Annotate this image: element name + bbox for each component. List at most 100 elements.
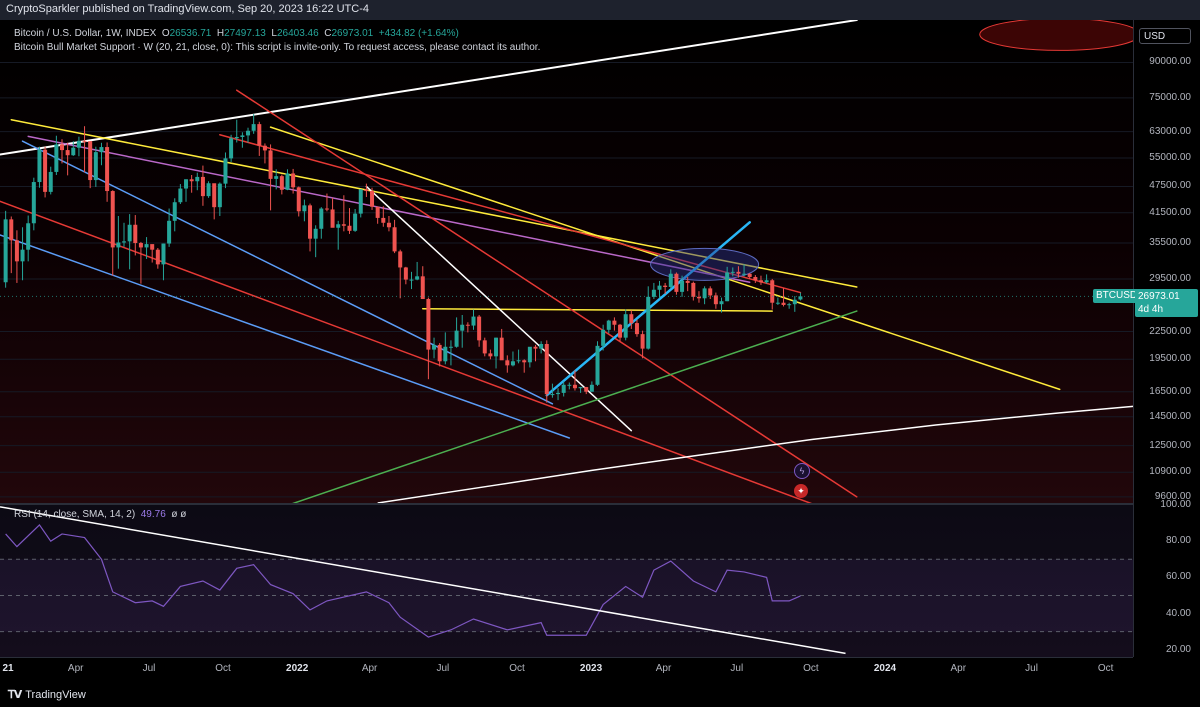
tradingview-logo[interactable]: ꓔ𝗩 TradingView [8, 688, 86, 701]
yellow-trendline-2 [269, 126, 1061, 391]
lightning-event-icon[interactable]: ϟ [794, 463, 810, 479]
indicator-legend: Bitcoin Bull Market Support · W (20, 21,… [14, 42, 541, 53]
time-tick-label: Oct [509, 663, 525, 674]
time-tick-label: Apr [950, 663, 967, 674]
price-tick-label: 19500.00 [1149, 353, 1191, 365]
candle-body [477, 316, 482, 341]
candle-body [567, 384, 572, 386]
close-value: 26973.01 [331, 28, 374, 39]
candle-body [544, 343, 549, 395]
candle-body [775, 302, 780, 304]
low-value: 26403.46 [276, 28, 319, 39]
time-tick-label: Oct [215, 663, 231, 674]
time-axis[interactable]: 21 Apr Jul Oct 2022 Apr Jul Oct 2023 Apr Jul Oct 202… [0, 657, 1133, 683]
candle-body [437, 344, 442, 362]
candle-body [595, 345, 600, 385]
candle-body [409, 279, 414, 281]
candle-body [696, 296, 701, 299]
candle-body [48, 171, 53, 192]
candle-body [110, 191, 115, 248]
candle-body [172, 202, 177, 221]
candle-body [792, 299, 797, 305]
candle-body [533, 346, 538, 349]
white-descending-trendline [365, 185, 633, 432]
candle-body [753, 276, 758, 281]
candle-body [127, 224, 132, 242]
time-tick-label: Jul [436, 663, 450, 674]
candle-body [685, 280, 690, 283]
time-tick-label: 21 [2, 663, 14, 674]
price-axis[interactable]: 90000.00 75000.00 63000.00 55000.00 47500.00… [1133, 20, 1200, 657]
candle-body [9, 219, 14, 241]
time-tick-label: Apr [361, 663, 378, 674]
candle-body [274, 176, 279, 179]
publisher-text: CryptoSparkler published on TradingView.… [6, 3, 370, 15]
candle-body [279, 176, 284, 190]
candle-body [510, 361, 515, 366]
close-key: C [324, 28, 332, 39]
open-value: 26536.71 [169, 28, 212, 39]
blue-channel-top [21, 140, 554, 405]
candle-body [257, 124, 262, 146]
time-tick-label: 2023 [579, 663, 603, 674]
candle-body [572, 384, 577, 389]
candle-body [556, 392, 561, 395]
rsi-chart-svg[interactable] [0, 505, 1133, 657]
candle-body [375, 206, 380, 218]
price-tick-label: 10900.00 [1149, 466, 1191, 478]
candle-body [561, 384, 566, 393]
candle-body [691, 282, 696, 297]
candle-body [223, 158, 228, 184]
candle-body [646, 296, 651, 349]
footer: ꓔ𝗩 TradingView [0, 682, 1200, 707]
candle-body [167, 220, 172, 244]
price-chart-pane[interactable]: Bitcoin / U.S. Dollar, 1W, INDEX O26536.… [0, 20, 1133, 503]
candle-body [31, 182, 36, 224]
candle-body [505, 360, 510, 366]
high-value: 27497.13 [224, 28, 266, 39]
candle-body [302, 205, 307, 212]
price-tick-label: 9600.00 [1154, 490, 1191, 502]
candle-body [370, 191, 375, 207]
publisher-bar: CryptoSparkler published on TradingView.… [0, 0, 1200, 20]
rsi-line [5, 523, 801, 638]
red-descending-trendline-2 [219, 134, 802, 294]
pane-separator[interactable] [0, 503, 1200, 505]
low-key: L [271, 28, 277, 39]
candle-body [144, 244, 149, 248]
candle-body [719, 301, 724, 305]
price-tick-label: 90000.00 [1149, 56, 1191, 68]
candle-body [764, 280, 769, 283]
candle-body [20, 249, 25, 262]
price-tick-label: 47500.00 [1149, 180, 1191, 192]
currency-badge[interactable]: USD [1139, 28, 1191, 44]
candle-body [601, 329, 606, 346]
time-tick-label: 2024 [873, 663, 897, 674]
price-chart-svg[interactable] [0, 20, 1133, 503]
candle-body [488, 353, 493, 357]
candle-body [150, 244, 155, 250]
candle-body [668, 273, 673, 288]
price-tick-label: 12500.00 [1149, 439, 1191, 451]
time-tick-label: Apr [655, 663, 672, 674]
candle-body [708, 288, 713, 296]
time-tick-label: Oct [1097, 663, 1114, 674]
candle-body [116, 242, 121, 248]
price-tick-label: 75000.00 [1149, 91, 1191, 103]
tv-logo-icon: ꓔ𝗩 [8, 689, 22, 701]
candle-body [499, 337, 504, 361]
rsi-pane[interactable]: RSI (14, close, SMA, 14, 2) 49.76 ø ø [0, 505, 1133, 657]
candle-body [798, 296, 803, 300]
candle-body [415, 276, 420, 280]
candle-body [195, 176, 200, 182]
footer-brand: TradingView [25, 689, 86, 701]
yellow-trendline-1 [10, 118, 858, 288]
flag-event-icon[interactable]: ✦ [794, 484, 808, 498]
candle-body [93, 152, 98, 181]
candle-body [324, 208, 329, 210]
candle-body [217, 183, 222, 208]
candle-body [651, 289, 656, 297]
price-tick-label: 63000.00 [1149, 125, 1191, 137]
price-tick-label: 35500.00 [1149, 237, 1191, 248]
candle-body [251, 124, 256, 131]
